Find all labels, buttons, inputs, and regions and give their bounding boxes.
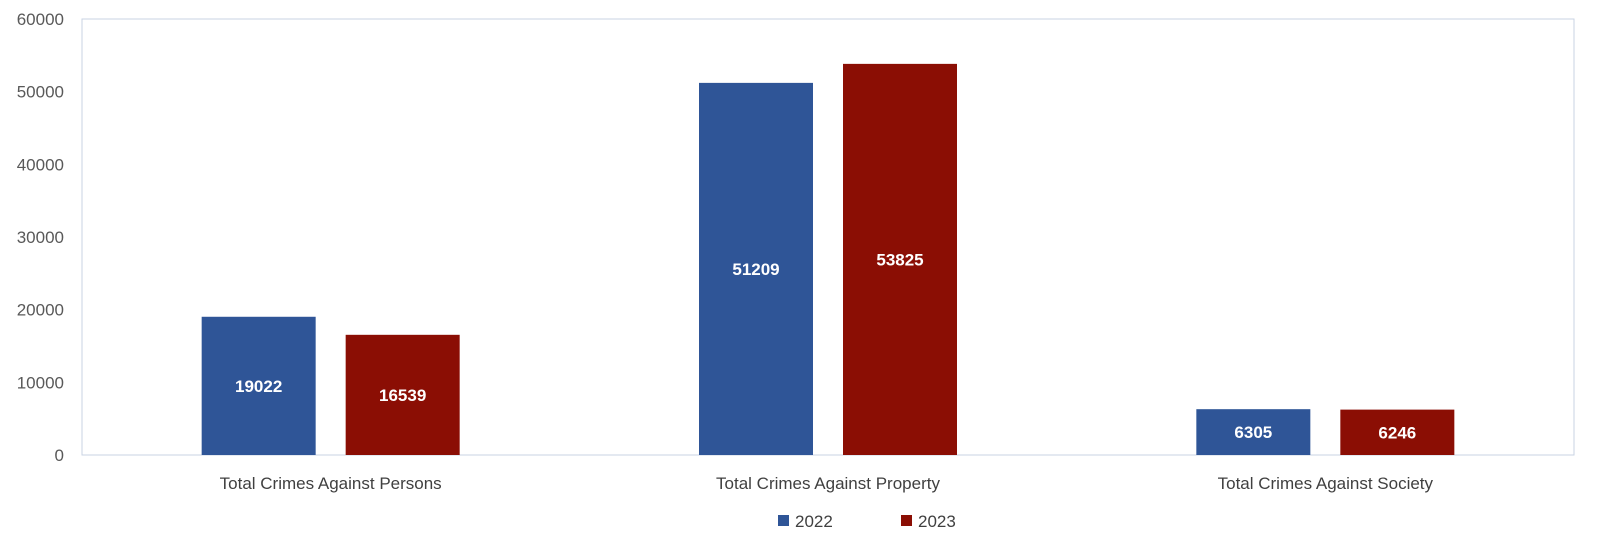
y-tick-label-40000: 40000 [17,155,64,174]
bar-2023-2 [843,63,957,455]
bar-2023-1 [345,334,460,455]
x-category-label-2: Total Crimes Against Property [716,474,940,493]
bar-2022-3 [1196,409,1311,455]
y-axis-ticks: 0 10000 20000 30000 40000 50000 60000 [17,10,64,465]
legend-label-2023: 2023 [918,512,956,531]
y-tick-label-0: 0 [55,446,64,465]
x-axis-labels: Total Crimes Against Persons Total Crimes… [220,474,1434,493]
data-label-2023-1: 16539 [379,386,426,405]
bar-2022-1 [201,316,316,455]
data-label-2022-1: 19022 [235,377,282,396]
y-tick-label-50000: 50000 [17,83,64,102]
bar-2023-3 [1340,409,1455,455]
x-category-label-3: Total Crimes Against Society [1218,474,1434,493]
plot-area [81,18,1575,456]
legend-swatch-2023 [901,515,912,526]
y-tick-label-10000: 10000 [17,373,64,392]
y-tick-label-20000: 20000 [17,301,64,320]
data-label-2022-2: 51209 [732,260,779,279]
legend: 2022 2023 [778,512,956,531]
bars: 19022 16539 51209 53825 6305 6246 [201,63,1455,456]
y-tick-label-60000: 60000 [17,10,64,29]
data-label-2023-2: 53825 [876,250,923,269]
data-label-2022-3: 6305 [1234,423,1272,442]
x-category-label-1: Total Crimes Against Persons [220,474,442,493]
legend-swatch-2022 [778,515,789,526]
y-tick-label-30000: 30000 [17,228,64,247]
data-label-2023-3: 6246 [1378,423,1416,442]
legend-label-2022: 2022 [795,512,833,531]
bar-2022-2 [699,82,813,456]
